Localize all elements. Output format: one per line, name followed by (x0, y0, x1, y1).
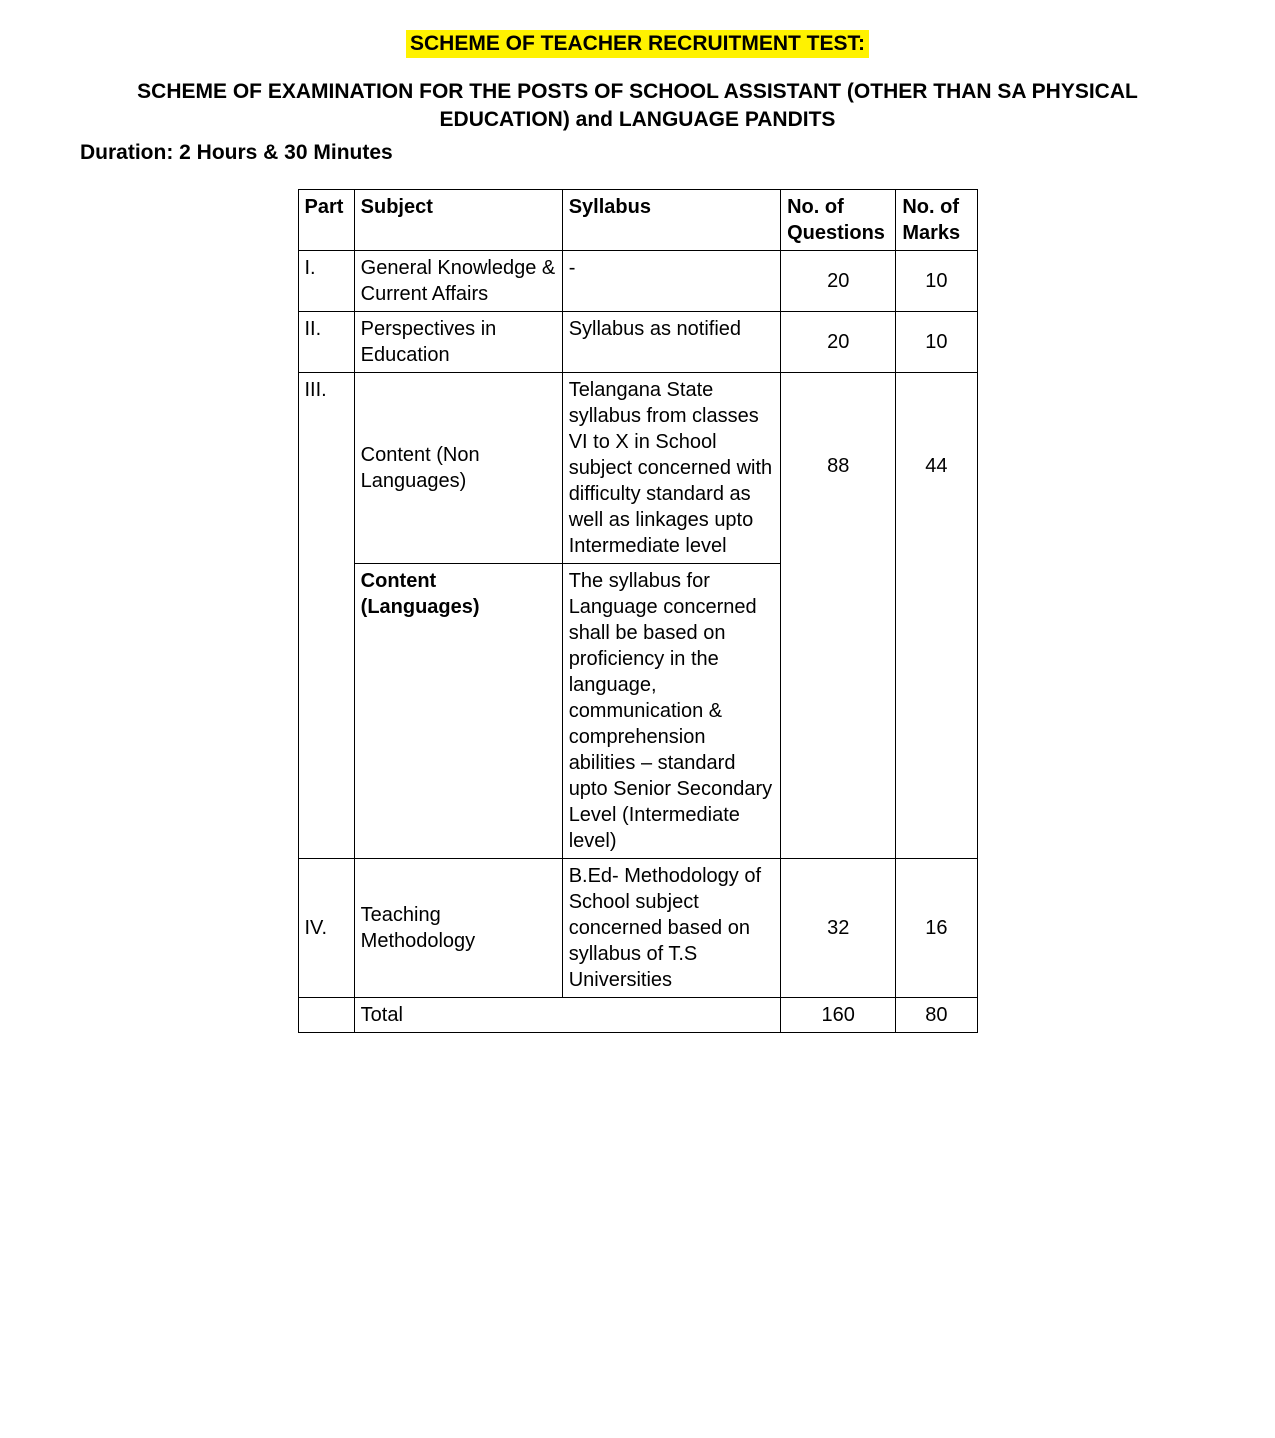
header-subject: Subject (354, 189, 562, 250)
table-row: III. Content (Non Languages) Telangana S… (298, 372, 977, 563)
cell-marks: 10 (896, 250, 977, 311)
cell-part: I. (298, 250, 354, 311)
cell-syllabus: - (562, 250, 780, 311)
cell-subject: Content (Non Languages) (354, 372, 562, 563)
cell-total-marks: 80 (896, 997, 977, 1032)
header-questions: No. of Questions (781, 189, 896, 250)
cell-questions: 88 (781, 372, 896, 858)
cell-part: IV. (298, 858, 354, 997)
cell-syllabus: Syllabus as notified (562, 311, 780, 372)
cell-subject: Perspectives in Education (354, 311, 562, 372)
cell-subject: Content (Languages) (354, 563, 562, 858)
table-row: II. Perspectives in Education Syllabus a… (298, 311, 977, 372)
table-row: IV. Teaching Methodology B.Ed- Methodolo… (298, 858, 977, 997)
scheme-table: Part Subject Syllabus No. of Questions N… (298, 189, 978, 1033)
cell-marks: 10 (896, 311, 977, 372)
cell-total-questions: 160 (781, 997, 896, 1032)
table-row: I. General Knowledge & Current Affairs -… (298, 250, 977, 311)
cell-subject: Teaching Methodology (354, 858, 562, 997)
cell-questions: 20 (781, 311, 896, 372)
cell-total-label: Total (354, 997, 780, 1032)
page-title: SCHEME OF TEACHER RECRUITMENT TEST: (406, 30, 869, 58)
cell-subject: General Knowledge & Current Affairs (354, 250, 562, 311)
cell-part: III. (298, 372, 354, 858)
cell-marks: 16 (896, 858, 977, 997)
header-syllabus: Syllabus (562, 189, 780, 250)
table-row-total: Total 160 80 (298, 997, 977, 1032)
cell-syllabus: B.Ed- Methodology of School subject conc… (562, 858, 780, 997)
cell-marks: 44 (896, 372, 977, 858)
page-subtitle: SCHEME OF EXAMINATION FOR THE POSTS OF S… (80, 78, 1195, 135)
table-header-row: Part Subject Syllabus No. of Questions N… (298, 189, 977, 250)
cell-syllabus: The syllabus for Language concerned shal… (562, 563, 780, 858)
cell-questions: 20 (781, 250, 896, 311)
cell-part: II. (298, 311, 354, 372)
cell-questions: 32 (781, 858, 896, 997)
cell-empty (298, 997, 354, 1032)
header-marks: No. of Marks (896, 189, 977, 250)
cell-syllabus: Telangana State syllabus from classes VI… (562, 372, 780, 563)
duration-label: Duration: 2 Hours & 30 Minutes (80, 141, 1195, 165)
header-part: Part (298, 189, 354, 250)
